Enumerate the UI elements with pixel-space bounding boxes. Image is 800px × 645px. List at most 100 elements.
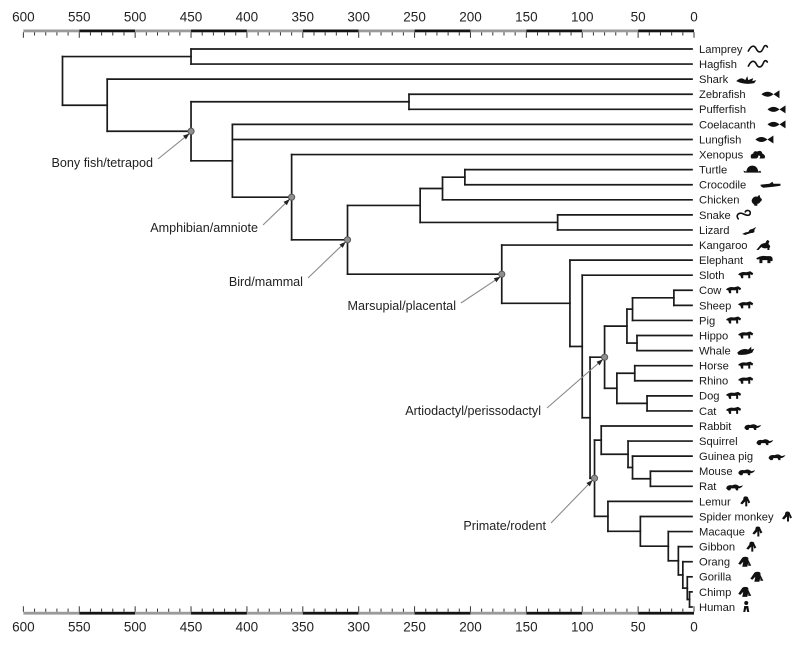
taxon-label-crocodile: Crocodile <box>699 180 746 192</box>
bottom-axis-band <box>470 611 527 615</box>
top-axis-tick-label: 500 <box>124 10 147 25</box>
pig-icon-shape <box>726 316 742 324</box>
taxon-label-lamprey: Lamprey <box>699 44 743 56</box>
bony-fish-tetrapod-arrowhead <box>182 133 190 140</box>
taxon-label-pufferfish: Pufferfish <box>699 104 746 116</box>
taxon-label-rhino: Rhino <box>699 376 728 388</box>
hagfish-icon-shape <box>747 59 769 68</box>
orang-icon <box>738 556 752 567</box>
pufferfish-icon-shape <box>767 105 786 114</box>
bird-mammal-label: Bird/mammal <box>229 275 303 289</box>
top-axis-tick-label: 300 <box>347 10 370 25</box>
bottom-axis-band <box>358 611 415 615</box>
top-axis-band <box>526 29 583 33</box>
xenopus-icon <box>750 150 766 159</box>
taxon-label-gibbon: Gibbon <box>699 542 735 554</box>
bony-fish-tetrapod-label: Bony fish/tetrapod <box>51 156 153 170</box>
hippo-icon-shape <box>738 331 754 339</box>
rat-icon-shape <box>726 484 744 491</box>
bottom-axis-tick-label: 100 <box>571 620 594 635</box>
taxon-label-cat: Cat <box>699 406 717 418</box>
lamprey-icon-shape <box>747 44 769 53</box>
pufferfish-icon <box>767 105 786 114</box>
taxon-label-rat: Rat <box>699 481 717 493</box>
snake-icon <box>736 209 752 220</box>
bottom-axis-tick-label: 200 <box>459 620 482 635</box>
bottom-axis-tick-label: 400 <box>236 620 259 635</box>
pig-icon <box>726 316 742 324</box>
gibbon-icon-shape <box>746 541 757 552</box>
dog-icon <box>726 391 742 399</box>
bottom-axis-band <box>582 611 639 615</box>
shark-icon-shape <box>736 76 757 84</box>
bottom-axis-tick-label: 350 <box>292 620 315 635</box>
taxon-label-lizard: Lizard <box>699 225 729 237</box>
bottom-axis-band <box>79 611 136 615</box>
taxon-label-whale: Whale <box>699 346 731 358</box>
taxon-label-kangaroo: Kangaroo <box>699 240 748 252</box>
bottom-axis-tick-label: 450 <box>180 620 203 635</box>
chimp-icon-shape <box>738 586 752 597</box>
whale-icon <box>737 346 755 355</box>
taxon-label-cow: Cow <box>699 285 722 297</box>
gibbon-icon <box>746 541 757 552</box>
rabbit-icon-shape <box>744 424 762 430</box>
cow-icon-shape <box>726 286 742 294</box>
top-axis-band <box>23 29 80 33</box>
zebrafish-icon <box>761 90 780 99</box>
chicken-icon-shape <box>751 194 762 206</box>
bottom-axis-tick-label: 0 <box>690 620 698 635</box>
chicken-icon <box>751 194 762 206</box>
taxon-label-snake: Snake <box>699 210 731 222</box>
bottom-axis-band <box>23 611 80 615</box>
artiodactyl-perissodactyl-arrow-line <box>546 361 600 409</box>
top-axis-tick-label: 50 <box>631 10 646 25</box>
sheep-icon <box>738 301 754 309</box>
top-axis-band <box>135 29 192 33</box>
guinea-pig-icon <box>768 454 786 461</box>
crocodile-icon <box>760 181 781 188</box>
bird-mammal-arrow-line <box>307 244 343 279</box>
snake-icon-shape <box>736 209 752 220</box>
bottom-axis-tick-label: 500 <box>124 620 147 635</box>
squirrel-icon-shape <box>756 439 774 446</box>
taxon-label-guinea-pig: Guinea pig <box>699 451 753 463</box>
coelacanth-icon <box>767 120 786 129</box>
marsupial-placental-label: Marsupial/placental <box>347 299 456 313</box>
bottom-axis-tick-label: 150 <box>515 620 538 635</box>
mouse-icon-shape <box>738 469 756 476</box>
lizard-icon <box>742 226 757 235</box>
top-axis-band <box>470 29 527 33</box>
bird-mammal-node-dot <box>343 236 352 244</box>
taxon-label-zebrafish: Zebrafish <box>699 89 746 101</box>
bottom-axis-tick-label: 250 <box>403 620 426 635</box>
sloth-icon <box>738 271 754 279</box>
primate-rodent-arrowhead <box>586 480 593 487</box>
gorilla-icon <box>750 571 764 582</box>
taxon-label-lemur: Lemur <box>699 496 731 508</box>
rhino-icon-shape <box>738 376 754 384</box>
horse-icon-shape <box>738 361 754 369</box>
taxon-label-dog: Dog <box>699 391 720 403</box>
macaque-icon-shape <box>752 526 763 537</box>
rhino-icon <box>738 376 754 384</box>
taxon-label-spider-monkey: Spider monkey <box>699 511 774 523</box>
top-axis-tick-label: 250 <box>403 10 426 25</box>
taxon-label-pig: Pig <box>699 315 715 327</box>
bottom-axis-tick-label: 600 <box>12 620 35 635</box>
top-axis-tick-label: 450 <box>180 10 203 25</box>
rabbit-icon <box>744 424 762 430</box>
taxon-label-hagfish: Hagfish <box>699 59 737 71</box>
top-axis-tick-label: 200 <box>459 10 482 25</box>
bottom-axis-band <box>135 611 192 615</box>
mouse-icon <box>738 469 756 476</box>
bottom-axis-band <box>526 611 583 615</box>
bottom-axis-band <box>302 611 359 615</box>
bottom-axis-band <box>246 611 303 615</box>
top-axis-tick-label: 150 <box>515 10 538 25</box>
dog-icon-shape <box>726 391 742 399</box>
squirrel-icon <box>756 439 774 446</box>
primate-rodent-arrow-line <box>550 482 590 524</box>
spider-monkey-icon <box>782 511 792 522</box>
human-icon-shape <box>743 600 750 612</box>
